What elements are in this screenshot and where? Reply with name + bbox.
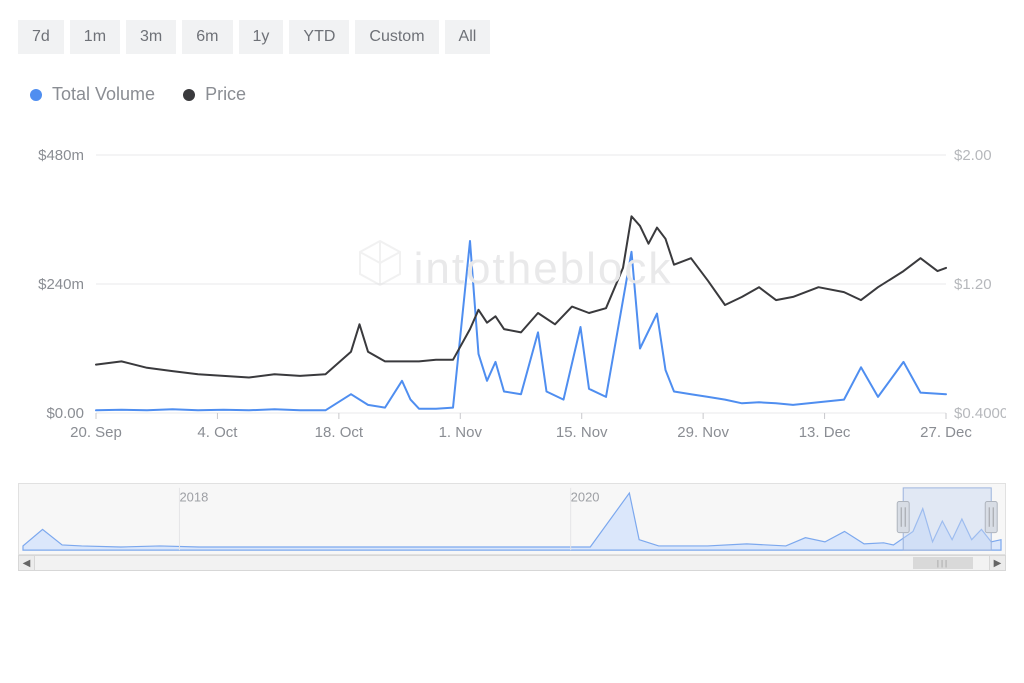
range-btn-6m[interactable]: 6m (182, 20, 232, 54)
scroll-right-button[interactable]: ▶ (989, 556, 1005, 570)
range-btn-custom[interactable]: Custom (355, 20, 438, 54)
svg-text:$2.00: $2.00 (954, 147, 992, 164)
legend-item[interactable]: Total Volume (30, 84, 155, 105)
svg-text:$0.00: $0.00 (46, 405, 84, 422)
scroll-thumb[interactable]: ||| (913, 557, 973, 569)
svg-text:27. Dec: 27. Dec (920, 424, 972, 441)
scroll-left-button[interactable]: ◀ (19, 556, 35, 570)
svg-text:$1.20: $1.20 (954, 276, 992, 293)
legend-dot (30, 89, 42, 101)
range-btn-all[interactable]: All (445, 20, 491, 54)
range-btn-1m[interactable]: 1m (70, 20, 120, 54)
svg-text:15. Nov: 15. Nov (556, 424, 608, 441)
legend-dot (183, 89, 195, 101)
chart-legend: Total Volume Price (18, 84, 1006, 105)
svg-text:1. Nov: 1. Nov (439, 424, 483, 441)
svg-text:18. Oct: 18. Oct (315, 424, 364, 441)
legend-item[interactable]: Price (183, 84, 246, 105)
main-chart[interactable]: intotheblock $0.00$240m$480m$0.400000$1.… (18, 145, 1006, 465)
legend-label: Price (205, 84, 246, 105)
svg-text:4. Oct: 4. Oct (197, 424, 238, 441)
svg-text:2020: 2020 (571, 490, 600, 505)
navigator-scrollbar[interactable]: ◀ ||| ▶ (18, 555, 1006, 571)
range-btn-1y[interactable]: 1y (239, 20, 284, 54)
svg-text:2018: 2018 (179, 490, 208, 505)
range-btn-3m[interactable]: 3m (126, 20, 176, 54)
range-btn-ytd[interactable]: YTD (289, 20, 349, 54)
time-range-group: 7d1m3m6m1yYTDCustomAll (18, 20, 1006, 54)
svg-text:$240m: $240m (38, 276, 84, 293)
scroll-track[interactable]: ||| (35, 556, 989, 570)
legend-label: Total Volume (52, 84, 155, 105)
chart-navigator[interactable]: 2018 2020 ◀ ||| ▶ (18, 483, 1006, 571)
svg-text:13. Dec: 13. Dec (799, 424, 851, 441)
svg-text:$0.400000: $0.400000 (954, 405, 1006, 422)
svg-text:29. Nov: 29. Nov (677, 424, 729, 441)
range-btn-7d[interactable]: 7d (18, 20, 64, 54)
svg-text:20. Sep: 20. Sep (70, 424, 122, 441)
svg-text:$480m: $480m (38, 147, 84, 164)
